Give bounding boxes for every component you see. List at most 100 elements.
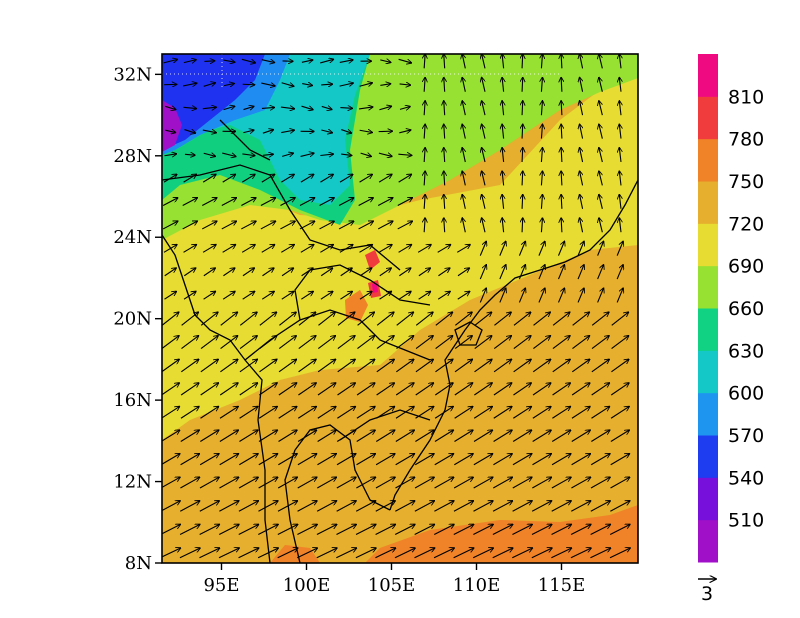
wind-vector — [473, 406, 492, 419]
colorbar-label: 660 — [728, 298, 764, 320]
wind-vector — [438, 268, 449, 277]
colorbar-label: 510 — [728, 510, 764, 532]
wind-vector — [359, 174, 373, 183]
wind-vector — [183, 107, 197, 108]
wind-vector — [502, 171, 504, 186]
wind-vector — [522, 54, 523, 69]
wind-vector — [492, 548, 513, 559]
wind-vector — [502, 148, 504, 163]
wind-vector — [571, 430, 591, 442]
wind-vector — [512, 501, 533, 512]
colorbar-segment — [698, 96, 718, 140]
wind-vector — [281, 174, 294, 183]
wind-vector — [572, 336, 589, 349]
wind-vector — [320, 245, 333, 253]
wind-vector — [223, 268, 234, 277]
wind-vector — [238, 524, 259, 535]
wind-vector — [502, 124, 504, 139]
wind-vector — [571, 477, 590, 489]
wind-vector — [551, 430, 571, 442]
wind-vector — [219, 454, 239, 466]
wind-vector — [599, 101, 603, 116]
wind-vector — [453, 548, 474, 559]
wind-vector — [238, 501, 259, 512]
colorbar-label: 570 — [728, 425, 764, 447]
wind-vector — [398, 291, 411, 300]
wind-vector — [532, 477, 551, 489]
wind-vector — [277, 548, 298, 559]
wind-vector — [590, 524, 611, 535]
wind-vector — [610, 477, 630, 489]
wind-vector — [591, 430, 610, 442]
wind-vector — [512, 454, 532, 466]
wind-vector — [494, 312, 511, 326]
wind-vector — [395, 477, 414, 489]
wind-vector — [297, 477, 317, 489]
wind-vector — [395, 430, 415, 442]
lon-tick-label: 100E — [283, 575, 331, 596]
wind-vector — [184, 154, 195, 155]
wind-vector — [218, 548, 239, 559]
wind-vector — [538, 265, 545, 280]
wind-vector — [301, 291, 313, 300]
wind-vector — [518, 265, 525, 280]
wind-vector — [394, 524, 415, 535]
wind-vector — [317, 336, 335, 349]
wind-vector — [203, 268, 215, 277]
wind-vector — [418, 268, 430, 277]
wind-vector — [493, 454, 512, 466]
wind-vector — [340, 108, 352, 109]
wind-vector — [261, 174, 275, 183]
wind-vector — [513, 359, 531, 373]
wind-vector — [356, 359, 374, 373]
wind-vector — [580, 77, 583, 92]
wind-vector — [261, 245, 275, 253]
wind-vector — [473, 524, 493, 535]
wind-vector — [522, 218, 523, 233]
wind-vector — [398, 174, 412, 183]
wind-vector — [541, 218, 542, 233]
wind-vector — [261, 107, 275, 108]
wind-vector — [321, 130, 332, 133]
wind-vector — [619, 218, 621, 233]
wind-vector — [474, 383, 492, 396]
wind-vector — [180, 454, 200, 466]
wind-vector — [473, 430, 493, 442]
wind-vector — [434, 383, 453, 396]
wind-vector — [493, 430, 513, 442]
wind-vector — [415, 430, 434, 442]
wind-vector — [359, 107, 373, 109]
wind-vector — [162, 359, 179, 373]
wind-vector — [522, 148, 523, 163]
wind-vector — [341, 154, 352, 155]
wind-vector — [599, 54, 603, 69]
wind-vector — [337, 312, 355, 326]
wind-vector — [239, 406, 258, 419]
wind-vector — [338, 221, 354, 230]
wind-vector — [499, 265, 506, 280]
wind-vector — [444, 77, 445, 92]
wind-vector — [397, 198, 413, 206]
wind-vector — [610, 383, 629, 396]
wind-vector — [522, 124, 523, 139]
wind-vector — [395, 501, 415, 512]
wind-vector — [280, 221, 295, 230]
wind-vector — [339, 245, 353, 253]
wind-vector — [597, 265, 604, 280]
wind-vector — [462, 218, 465, 233]
wind-vector — [183, 83, 197, 86]
wind-vector — [239, 383, 258, 396]
wind-vector — [396, 336, 414, 349]
wind-vector — [531, 524, 552, 535]
lat-tick-label: 16N — [113, 390, 152, 411]
wind-vector — [317, 406, 336, 419]
wind-vector — [376, 336, 394, 349]
wind-vector — [599, 124, 603, 139]
wind-vector — [502, 77, 504, 92]
wind-vector — [552, 312, 570, 326]
wind-vector — [241, 245, 255, 253]
wind-vector — [551, 454, 571, 466]
wind-vector — [375, 524, 396, 535]
plot-frame — [161, 53, 639, 564]
wind-vector — [360, 153, 372, 156]
